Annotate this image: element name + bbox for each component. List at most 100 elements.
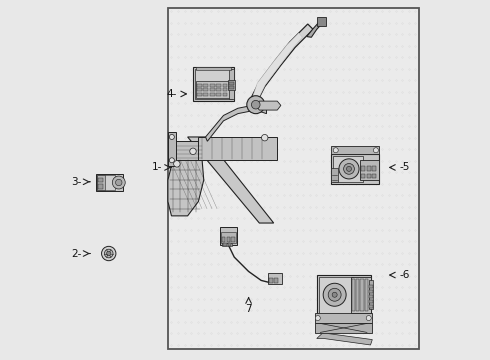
Circle shape <box>332 292 337 297</box>
Text: -6: -6 <box>399 270 410 280</box>
Circle shape <box>315 316 320 320</box>
Circle shape <box>170 134 174 139</box>
Bar <box>331 154 379 184</box>
Bar <box>229 69 234 99</box>
Bar <box>369 305 373 308</box>
Circle shape <box>328 288 341 301</box>
Bar <box>97 175 115 190</box>
Circle shape <box>366 316 371 320</box>
Bar <box>197 84 201 87</box>
Bar <box>361 166 365 171</box>
Bar <box>198 137 277 160</box>
Bar <box>369 290 373 293</box>
Polygon shape <box>188 137 274 223</box>
Bar <box>367 166 370 171</box>
Bar <box>222 243 232 246</box>
Bar <box>269 273 282 284</box>
Circle shape <box>346 166 351 171</box>
Circle shape <box>116 179 122 186</box>
Bar <box>196 67 231 69</box>
Bar <box>333 156 364 182</box>
Bar <box>368 280 373 309</box>
Circle shape <box>339 159 359 179</box>
Bar <box>356 279 359 311</box>
Bar <box>331 146 379 154</box>
Text: 7: 7 <box>245 304 252 314</box>
Bar <box>229 82 234 85</box>
Bar <box>223 84 227 87</box>
Circle shape <box>173 161 180 167</box>
Bar <box>221 232 236 243</box>
Polygon shape <box>256 101 281 110</box>
Bar <box>372 166 376 171</box>
Bar <box>360 160 379 180</box>
Bar <box>228 80 235 90</box>
Bar <box>195 69 232 99</box>
Bar <box>193 67 234 101</box>
Circle shape <box>190 148 196 154</box>
Bar <box>196 81 231 98</box>
Bar <box>203 88 208 91</box>
Circle shape <box>333 148 338 153</box>
Bar <box>203 93 208 96</box>
Circle shape <box>343 163 354 174</box>
Bar <box>197 93 201 96</box>
Bar <box>372 174 376 178</box>
Circle shape <box>323 283 346 306</box>
Bar <box>331 168 338 182</box>
Bar <box>223 243 227 246</box>
Bar <box>197 88 201 91</box>
Bar <box>361 174 365 178</box>
Polygon shape <box>317 333 372 345</box>
Bar <box>351 277 370 313</box>
Bar <box>210 84 215 87</box>
Bar <box>317 17 326 26</box>
Bar <box>367 174 370 178</box>
Circle shape <box>107 251 111 256</box>
Bar <box>317 275 370 315</box>
Bar <box>220 227 237 244</box>
Bar <box>352 279 355 311</box>
Bar <box>229 86 234 89</box>
Bar <box>216 84 221 87</box>
Polygon shape <box>307 22 323 37</box>
Bar <box>274 278 278 283</box>
Text: 4-: 4- <box>167 89 177 99</box>
Bar <box>168 132 176 166</box>
Bar <box>361 279 364 311</box>
Bar <box>98 178 103 182</box>
Bar <box>216 88 221 91</box>
Text: -5: -5 <box>399 162 410 172</box>
Circle shape <box>112 176 125 189</box>
Circle shape <box>101 246 116 261</box>
Text: 3-: 3- <box>72 177 82 187</box>
Bar <box>231 237 235 242</box>
Circle shape <box>262 134 268 141</box>
Circle shape <box>170 158 174 163</box>
Bar <box>369 300 373 303</box>
Bar <box>223 93 227 96</box>
Bar <box>96 174 123 192</box>
Bar <box>315 323 372 333</box>
Circle shape <box>104 249 113 258</box>
Bar <box>318 277 353 313</box>
Bar <box>315 313 372 323</box>
Bar <box>365 279 368 311</box>
Bar <box>227 237 230 242</box>
Bar <box>369 285 373 288</box>
Bar <box>210 93 215 96</box>
Bar <box>170 140 204 160</box>
Bar <box>97 175 105 190</box>
Bar <box>369 295 373 298</box>
Bar <box>228 243 231 246</box>
Bar <box>98 184 103 189</box>
Bar <box>216 93 221 96</box>
Bar <box>210 88 215 91</box>
Circle shape <box>247 96 265 114</box>
Polygon shape <box>250 24 313 105</box>
Text: 2-: 2- <box>72 248 82 258</box>
Circle shape <box>373 148 378 153</box>
Bar <box>168 8 419 348</box>
Polygon shape <box>168 158 204 216</box>
Text: 1-: 1- <box>152 162 163 172</box>
